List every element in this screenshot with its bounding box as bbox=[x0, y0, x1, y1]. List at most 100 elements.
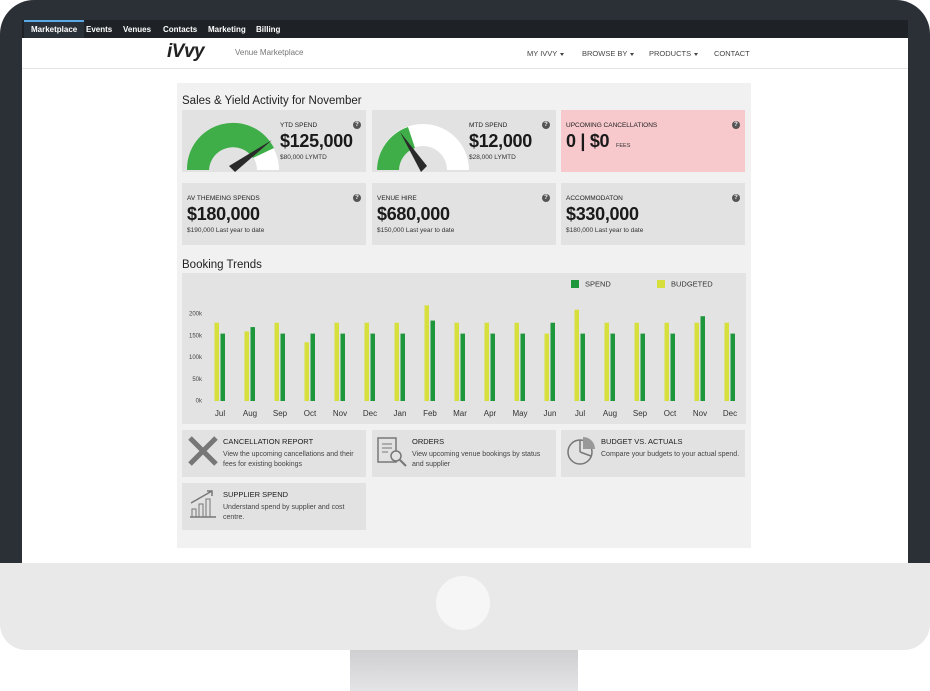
gauge-fill bbox=[186, 122, 274, 170]
logo[interactable]: iVvy bbox=[167, 41, 205, 62]
nav-item[interactable]: Marketing bbox=[208, 25, 246, 34]
bar bbox=[250, 327, 255, 401]
nav-item[interactable]: Marketplace bbox=[24, 20, 85, 40]
menu-label: MY IVVY bbox=[527, 49, 558, 58]
card-value: $12,000 bbox=[469, 131, 532, 151]
card-value: $680,000 bbox=[377, 204, 450, 224]
card-value: 0 | $0 bbox=[566, 131, 610, 151]
bar bbox=[484, 322, 489, 401]
legend-label: SPEND bbox=[585, 279, 611, 288]
clipboard bbox=[377, 437, 397, 463]
nav-item[interactable]: Venues bbox=[123, 25, 152, 34]
bar bbox=[520, 333, 525, 401]
bar bbox=[214, 322, 219, 401]
menu-label: PRODUCTS bbox=[649, 49, 692, 58]
report-text: View the upcoming cancellations and thei… bbox=[223, 451, 354, 468]
x-tick-label: Dec bbox=[363, 409, 377, 418]
menu-item[interactable]: CONTACT bbox=[714, 49, 750, 58]
nav-item[interactable]: Contacts bbox=[163, 25, 198, 34]
x-tick-label: Feb bbox=[423, 409, 437, 418]
bar bbox=[694, 322, 699, 401]
report-text: Compare your budgets to your actual spen… bbox=[601, 451, 740, 458]
gauge-needle bbox=[400, 132, 427, 172]
bar bbox=[220, 333, 225, 401]
bar bbox=[730, 333, 735, 401]
card-note: $28,000 LYMTD bbox=[469, 154, 516, 161]
menu-label: BROWSE BY bbox=[582, 49, 628, 58]
bar-icon bbox=[191, 508, 197, 518]
x-tick-label: Aug bbox=[243, 409, 257, 418]
stat-card bbox=[182, 183, 366, 245]
menu-label: CONTACT bbox=[714, 49, 750, 58]
bar bbox=[400, 333, 405, 401]
x-tick-label: Dec bbox=[723, 409, 737, 418]
x-tick-label: Jul bbox=[575, 409, 585, 418]
x-tick-label: Nov bbox=[333, 409, 347, 418]
caret bbox=[630, 52, 635, 56]
arrow bbox=[190, 490, 213, 504]
report-title: ORDERS bbox=[412, 437, 445, 446]
bar bbox=[304, 342, 309, 401]
x-tick-label: Oct bbox=[304, 409, 317, 418]
handle bbox=[399, 459, 407, 467]
chart-title: Booking Trends bbox=[182, 259, 262, 271]
gauge-fill bbox=[377, 127, 415, 170]
menu-item[interactable]: BROWSE BY bbox=[582, 49, 635, 58]
monitor-stand bbox=[350, 650, 578, 691]
bar bbox=[700, 316, 705, 401]
top-nav bbox=[22, 20, 908, 38]
gauge bbox=[377, 124, 469, 172]
x-tick-label: Apr bbox=[484, 409, 497, 418]
caret bbox=[560, 52, 565, 56]
nav-item[interactable]: Billing bbox=[256, 25, 281, 34]
nav-item[interactable]: Events bbox=[86, 25, 113, 34]
help-icon[interactable]: ? bbox=[732, 194, 740, 202]
bar bbox=[550, 322, 555, 401]
bar bbox=[670, 333, 675, 401]
bar-chart: 0k 50k 100k 150k 200k SPEND BUDGETED Jul Aug Sep O… bbox=[182, 273, 746, 424]
help-icon[interactable]: ? bbox=[542, 121, 550, 129]
bar bbox=[244, 331, 249, 401]
x-tick-label: Aug bbox=[603, 409, 617, 418]
help-icon[interactable]: ? bbox=[732, 121, 740, 129]
card-value: $330,000 bbox=[566, 204, 639, 224]
card-value: $125,000 bbox=[280, 131, 353, 151]
card-note: $180,000 Last year to date bbox=[566, 227, 644, 234]
bar bbox=[274, 322, 279, 401]
report-icon bbox=[188, 436, 218, 466]
menu-item[interactable]: MY IVVY bbox=[527, 49, 565, 58]
help-icon[interactable]: ? bbox=[353, 121, 361, 129]
bar bbox=[514, 322, 519, 401]
pie-slice bbox=[583, 437, 595, 449]
y-tick-label: 100k bbox=[189, 355, 203, 361]
x-tick-label: Mar bbox=[453, 409, 467, 418]
menu-item[interactable]: PRODUCTS bbox=[649, 49, 699, 58]
bar bbox=[490, 333, 495, 401]
card-note: $150,000 Last year to date bbox=[377, 227, 455, 234]
gauge-needle bbox=[229, 140, 272, 172]
x-tick-label: Jun bbox=[544, 409, 557, 418]
card-note: FEES bbox=[616, 143, 631, 149]
card-note: $80,000 LYMTD bbox=[280, 154, 327, 161]
report-icon bbox=[190, 490, 216, 518]
stat-card bbox=[561, 183, 745, 245]
lines bbox=[382, 443, 392, 453]
stat-card bbox=[561, 110, 745, 172]
x-tick-label: Sep bbox=[273, 409, 288, 418]
header bbox=[22, 38, 908, 69]
help-icon[interactable]: ? bbox=[353, 194, 361, 202]
bar bbox=[394, 322, 399, 401]
report-card[interactable] bbox=[372, 430, 556, 477]
help-icon[interactable]: ? bbox=[542, 194, 550, 202]
bar bbox=[610, 333, 615, 401]
report-icon bbox=[377, 437, 407, 467]
report-title: BUDGET VS. ACTUALS bbox=[601, 437, 683, 446]
card-label: YTD SPEND bbox=[280, 122, 318, 129]
x-tick-label: Sep bbox=[633, 409, 648, 418]
monitor-button bbox=[436, 576, 490, 630]
section-title: Sales & Yield Activity for November bbox=[182, 95, 362, 107]
header-subtitle: Venue Marketplace bbox=[235, 48, 304, 57]
report-title: CANCELLATION REPORT bbox=[223, 437, 314, 446]
report-text: Understand spend by supplier and cost ce… bbox=[223, 504, 345, 521]
